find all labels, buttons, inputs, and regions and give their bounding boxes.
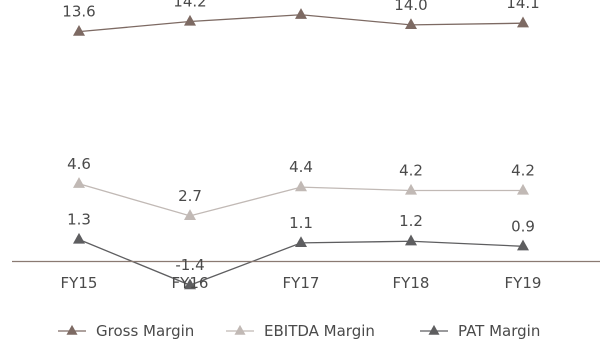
pat-margin-label-fy17: 1.1 <box>289 214 313 232</box>
ebitda-margin-marker-fy18 <box>405 183 417 195</box>
legend-label-pat-margin: PAT Margin <box>458 322 540 340</box>
legend: Gross Margin EBITDA Margin PAT Margin <box>58 322 540 340</box>
legend-item-gross-margin: Gross Margin <box>58 322 194 340</box>
ebitda-margin-label-fy17: 4.4 <box>289 158 313 176</box>
ebitda-margin-label-fy16: 2.7 <box>178 187 202 205</box>
x-tick-fy19: FY19 <box>505 274 542 292</box>
ebitda-margin-marker-fy19 <box>517 183 529 195</box>
pat-margin-label-fy19: 0.9 <box>511 217 535 235</box>
ebitda-margin-marker-fy16 <box>184 209 196 220</box>
series-markers <box>73 8 529 290</box>
gross-margin-marker-fy16 <box>184 14 196 26</box>
ebitda-margin-label-fy15: 4.6 <box>67 155 91 173</box>
pat-margin-label-fy15: 1.3 <box>67 211 91 229</box>
gross-margin-marker-fy15 <box>73 24 85 36</box>
gross-margin-marker-fy18 <box>405 18 417 30</box>
legend-label-gross-margin: Gross Margin <box>96 322 194 340</box>
gross-margin-marker-fy19 <box>517 16 529 28</box>
legend-label-ebitda-margin: EBITDA Margin <box>264 322 375 340</box>
gross-margin-label-fy15: 13.6 <box>62 3 95 21</box>
x-tick-fy17: FY17 <box>283 274 320 292</box>
x-tick-fy16: FY16 <box>172 274 209 292</box>
ebitda-margin-label-fy18: 4.2 <box>399 162 423 180</box>
gross-margin-label-fy19: 14.1 <box>506 0 539 12</box>
data-labels: 13.6 14.2 14.6 14.0 14.1 4.6 2.7 4.4 4.2 4.2 1.3 -1… <box>62 0 539 274</box>
gross-margin-label-fy17: 14.6 <box>284 0 317 4</box>
legend-item-pat-margin: PAT Margin <box>420 322 540 340</box>
gross-margin-label-fy18: 14.0 <box>394 0 427 14</box>
legend-item-ebitda-margin: EBITDA Margin <box>226 322 375 340</box>
pat-margin-marker-fy15 <box>73 232 85 244</box>
pat-margin-label-fy18: 1.2 <box>399 212 423 230</box>
pat-margin-marker-fy18 <box>405 234 417 246</box>
x-tick-fy18: FY18 <box>393 274 430 292</box>
gross-margin-label-fy16: 14.2 <box>173 0 206 11</box>
ebitda-margin-marker-fy17 <box>295 180 307 192</box>
pat-margin-marker-fy19 <box>517 239 529 251</box>
legend-marker-pat-margin <box>428 324 440 335</box>
x-tick-fy15: FY15 <box>61 274 98 292</box>
pat-margin-marker-fy16 <box>184 278 196 290</box>
legend-marker-ebitda-margin <box>234 324 246 335</box>
ebitda-margin-label-fy19: 4.2 <box>511 162 535 180</box>
pat-margin-marker-fy17 <box>295 236 307 248</box>
gross-margin-marker-fy17 <box>295 8 307 19</box>
ebitda-margin-marker-fy15 <box>73 177 85 188</box>
x-axis-ticks: FY15 FY16 FY17 FY18 FY19 <box>61 274 542 292</box>
pat-margin-label-fy16: -1.4 <box>175 256 204 274</box>
legend-marker-gross-margin <box>66 324 78 335</box>
